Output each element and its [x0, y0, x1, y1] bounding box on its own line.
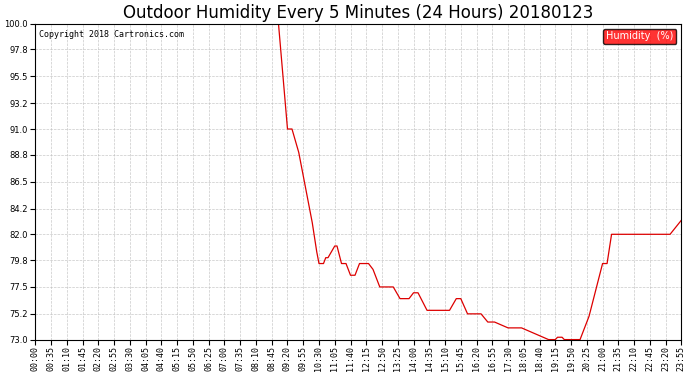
Legend: Humidity  (%): Humidity (%): [603, 28, 676, 44]
Text: Copyright 2018 Cartronics.com: Copyright 2018 Cartronics.com: [39, 30, 184, 39]
Title: Outdoor Humidity Every 5 Minutes (24 Hours) 20180123: Outdoor Humidity Every 5 Minutes (24 Hou…: [124, 4, 593, 22]
